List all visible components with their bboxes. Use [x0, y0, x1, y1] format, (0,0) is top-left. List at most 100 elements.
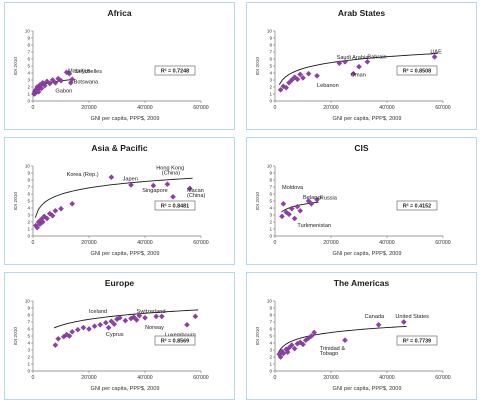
chart-2-point-label: (China) [187, 193, 205, 199]
chart-europe: Europe 0 1 2 3 4 5 6 7 8 9 10 0 20'000 40'000 60'000 GNI… [13, 278, 209, 392]
chart-4-x-tick-label: 40'000 [137, 375, 153, 381]
chart-1-x-tick-label: 60'000 [435, 105, 451, 111]
chart-0-y-tick-label: 2 [27, 85, 30, 90]
chart-3-point-label: Turkmenistan [297, 223, 331, 229]
chart-2-data-point [128, 182, 134, 188]
chart-1-data-point [431, 54, 438, 60]
chart-2-point-label: Korea (Rep.) [67, 172, 99, 178]
chart-1-y-tick-label: 3 [269, 78, 272, 83]
chart-5-y-tick-label: 8 [269, 313, 272, 318]
chart-1-y-tick-label: 2 [269, 85, 272, 90]
chart-4-x-axis-label: GNI per capita, PPP$, 2009 [90, 386, 159, 392]
chart-5-x-tick-label: 20'000 [323, 375, 339, 381]
chart-2-r2-label: R² = 0.8481 [161, 204, 189, 210]
chart-3-data-point [280, 200, 287, 207]
chart-2-data-point [39, 219, 46, 225]
chart-5-point-label: Trinidad & [320, 346, 346, 352]
chart-0-data-point [58, 77, 64, 84]
chart-4-r2-label: R² = 0.8569 [161, 339, 189, 345]
chart-4-y-tick-label: 10 [25, 299, 31, 304]
chart-3-y-tick-label: 7 [269, 185, 272, 190]
chart-0-y-tick-label: 1 [27, 92, 30, 97]
chart-2-y-tick-label: 4 [27, 206, 30, 211]
chart-0-data-point [52, 79, 59, 86]
chart-5-y-tick-label: 7 [269, 320, 272, 325]
chart-0-y-tick-label: 9 [27, 36, 30, 41]
chart-4-y-tick-label: 6 [27, 327, 30, 332]
chart-1-y-tick-label: 7 [269, 50, 272, 55]
chart-2-x-tick-label: 60'000 [193, 240, 209, 246]
chart-2-data-point [44, 215, 50, 222]
panel-arab-states: Arab States 0 1 2 3 4 5 6 7 8 9 10 0 20'000 40'000 60'0… [246, 2, 477, 130]
chart-1-x-axis-label: GNI per capita, PPP$, 2009 [332, 116, 401, 122]
chart-0-data-point [46, 80, 53, 87]
chart-4-data-point [105, 324, 112, 331]
chart-3-x-axis-label: GNI per capita, PPP$, 2009 [332, 251, 401, 257]
chart-2-r2-box [154, 200, 196, 211]
chart-3-y-tick-label: 0 [269, 234, 272, 239]
chart-5-y-tick-label: 1 [269, 362, 272, 367]
chart-1-data-point [305, 70, 312, 77]
chart-5-data-point [280, 350, 287, 357]
chart-0-point-label: Botswana [74, 80, 99, 86]
chart-2-data-point [108, 174, 115, 181]
chart-3-data-point [288, 205, 295, 212]
chart-1-data-point [300, 75, 306, 81]
chart-1-trend-line [278, 53, 438, 85]
chart-1-y-tick-label: 8 [269, 43, 272, 48]
chart-0-x-tick-label: 40'000 [137, 105, 153, 111]
chart-3-data-point [305, 198, 312, 204]
chart-1-data-point [350, 70, 357, 77]
chart-1-y-tick-label: 10 [267, 29, 273, 34]
chart-1-data-point [342, 58, 348, 65]
chart-5-data-point [400, 319, 407, 325]
chart-0-point-label: Mauritius [68, 68, 91, 74]
chart-4-point-label: Switzerland [137, 309, 166, 315]
chart-1-y-tick-label: 0 [269, 99, 272, 104]
panel-africa: Africa 0 1 2 3 4 5 6 7 8 9 10 0 20'000 40'000 60'000 GNI… [4, 2, 235, 130]
chart-1-data-point [294, 76, 301, 83]
chart-4-data-point [102, 319, 109, 326]
chart-4-data-point [153, 313, 160, 320]
chart-5-y-tick-label: 0 [269, 369, 272, 374]
chart-1-title: Arab States [338, 8, 386, 18]
chart-2-point-label: Macan [187, 188, 204, 194]
chart-3-y-tick-label: 9 [269, 171, 272, 176]
chart-1-y-tick-label: 4 [269, 71, 272, 76]
panel-europe: Europe 0 1 2 3 4 5 6 7 8 9 10 0 20'000 40'000 60'000 GNI… [4, 272, 235, 400]
chart-0-data-point [69, 76, 76, 83]
chart-3-point-label: Moldova [282, 185, 304, 191]
chart-2-data-point [164, 181, 171, 188]
chart-4-x-tick-label: 0 [32, 375, 35, 381]
chart-5-data-point [288, 342, 295, 348]
chart-2-data-point [186, 185, 193, 192]
chart-5-point-label: United States [395, 314, 429, 320]
chart-5-data-point [342, 337, 348, 344]
chart-0-data-point [49, 77, 56, 83]
chart-1-y-axis-label: IDI 2010 [255, 57, 261, 75]
chart-2-y-tick-label: 6 [27, 192, 30, 197]
chart-0-x-axis-label: GNI per capita, PPP$, 2009 [90, 116, 159, 122]
chart-cis: CIS 0 1 2 3 4 5 6 7 8 9 10 0 20'000 40'000 60'000 GNI pe… [255, 143, 451, 257]
chart-1-data-point [336, 60, 343, 67]
chart-5-data-point [291, 345, 298, 352]
chart-4-data-point [69, 328, 76, 335]
chart-3-y-tick-label: 1 [269, 227, 272, 232]
chart-5-point-label: Canada [365, 314, 385, 320]
chart-3-r2-box [396, 200, 438, 211]
chart-5-x-tick-label: 0 [274, 375, 277, 381]
chart-5-r2-box [396, 335, 438, 346]
chart-5-point-label: Tobago [320, 351, 338, 357]
chart-5-data-point [375, 321, 382, 328]
chart-2-x-tick-label: 20'000 [81, 240, 97, 246]
chart-4-data-point [86, 326, 92, 332]
chart-1-data-point [314, 72, 320, 79]
chart-0-y-axis-label: IDI 2010 [13, 57, 19, 75]
chart-2-data-point [58, 205, 64, 212]
chart-2-point-label: Hong Kong [156, 166, 184, 172]
chart-5-data-point [311, 329, 318, 336]
chart-2-data-point [69, 200, 76, 207]
chart-4-data-point [142, 314, 148, 321]
chart-2-point-label: Singapore [142, 188, 168, 194]
